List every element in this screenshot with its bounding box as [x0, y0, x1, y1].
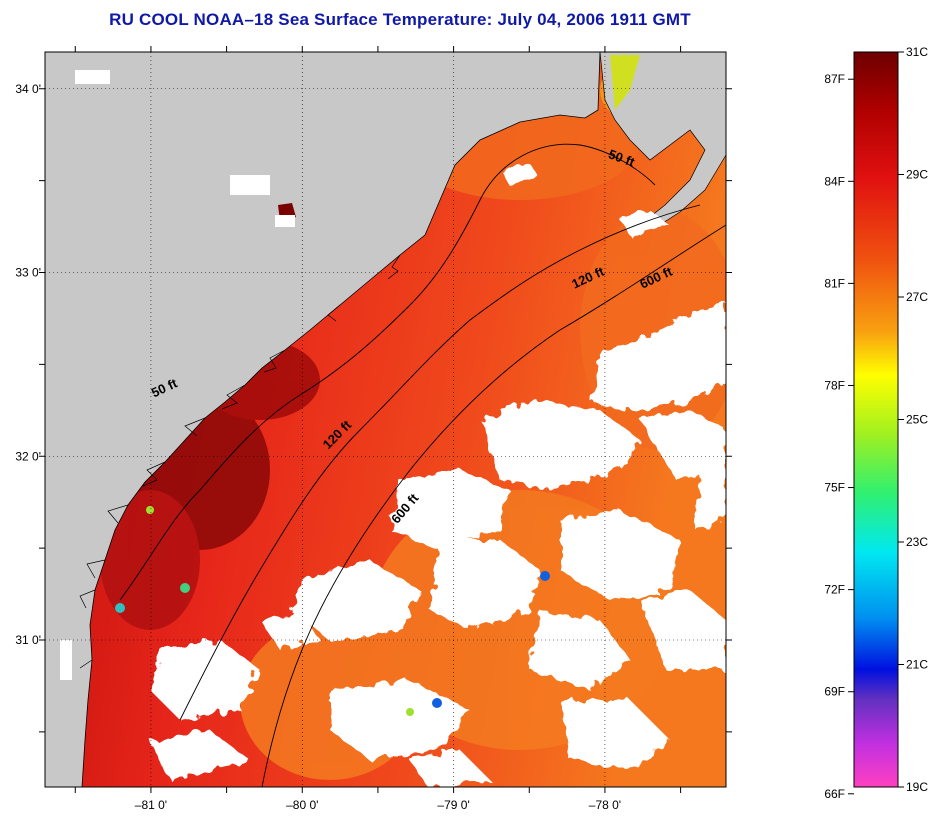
y-tick-label: 31 0' [15, 633, 41, 647]
colorbar-celsius-label: 19C [906, 780, 928, 794]
colorbar-celsius-label: 23C [906, 535, 928, 549]
contour-50ft [119, 143, 656, 601]
contour-120ft [179, 204, 701, 721]
colorbar-celsius-label: 31C [906, 45, 928, 59]
y-tick-label: 34 0' [15, 82, 41, 96]
y-tick-label: 33 0' [15, 266, 41, 280]
x-tick-label: –81 0' [135, 798, 167, 812]
coastline-detail [79, 254, 401, 669]
x-tick-label: –78 0' [589, 798, 621, 812]
depth-contours [119, 143, 726, 787]
contour-600ft [261, 224, 726, 787]
nc-warm-water [610, 55, 640, 110]
colorbar-fahrenheit-label: 75F [824, 481, 845, 495]
colorbar-celsius-label: 25C [906, 413, 928, 427]
y-tick-labels: 34 0' 33 0' 32 0' 31 0' [15, 82, 41, 647]
x-tick-label: –80 0' [286, 798, 318, 812]
colorbar-fahrenheit-label: 78F [824, 378, 845, 392]
colorbar-fahrenheit-label: 84F [824, 174, 845, 188]
colorbar-fahrenheit-label: 66F [824, 787, 845, 801]
colorbar-fahrenheit-label: 87F [824, 72, 845, 86]
outer-banks [599, 52, 726, 229]
tick-marks [39, 46, 732, 793]
colorbar-fahrenheit-label: 69F [824, 685, 845, 699]
map-title: RU COOL NOAA–18 Sea Surface Temperature:… [109, 10, 691, 29]
colorbar-gradient [853, 51, 899, 788]
colorbar-fahrenheit-label: 81F [824, 276, 845, 290]
y-tick-label: 32 0' [15, 449, 41, 463]
colorbar-celsius-label: 27C [906, 290, 928, 304]
map-frame [44, 51, 727, 788]
colorbar-fahrenheit-labels: 87F 84F 81F 78F 75F 72F 69F 66F [824, 72, 854, 801]
colorbar-celsius-labels: 31C 29C 27C 25C 23C 21C 19C [898, 45, 928, 794]
colorbar-fahrenheit-label: 72F [824, 583, 845, 597]
x-tick-label: –79 0' [437, 798, 469, 812]
cloud-cover [150, 164, 726, 787]
land-clouds [60, 70, 295, 680]
graticule [45, 52, 726, 787]
colorbar-celsius-label: 21C [906, 658, 928, 672]
x-tick-labels: –81 0' –80 0' –79 0' –78 0' [135, 798, 621, 812]
cool-spots [115, 506, 550, 716]
colorbar-celsius-label: 29C [906, 168, 928, 182]
colorbar: 31C 29C 27C 25C 23C 21C 19C 87F 84F 81F 78F 75F 72F… [824, 45, 928, 801]
